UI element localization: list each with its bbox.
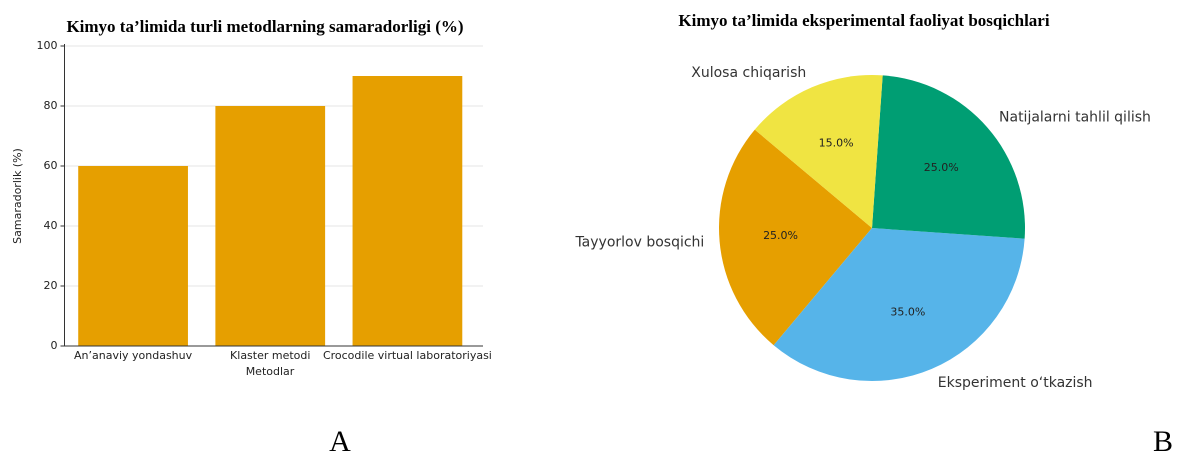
x-tick-label: Crocodile virtual laboratoriyasi <box>323 349 492 362</box>
pie-slice <box>754 75 883 229</box>
y-tick-label: 20 <box>44 279 58 292</box>
bar <box>78 166 188 346</box>
slice-label: Tayyorlov bosqichi <box>574 235 704 251</box>
chart-title: Kimyo ta’limida eksperimental faoliyat b… <box>678 11 1049 30</box>
slice-label: Natijalarni tahlil qilish <box>999 110 1151 126</box>
slice-value-label: 25.0% <box>763 229 798 242</box>
panel-label: B <box>1153 425 1173 457</box>
bar <box>215 106 326 346</box>
y-tick-label: 60 <box>44 159 58 172</box>
x-tick-label: Klaster metodi <box>230 349 310 362</box>
chart-title: Kimyo ta’limida turli metodlarning samar… <box>66 17 463 36</box>
pie-slice <box>773 228 1025 382</box>
bar <box>352 76 463 346</box>
y-tick-label: 80 <box>44 99 58 112</box>
slice-value-label: 25.0% <box>924 161 959 174</box>
y-axis-label: Samaradorlik (%) <box>11 148 24 244</box>
y-tick-label: 100 <box>37 39 58 52</box>
x-tick-label: An’anaviy yondashuv <box>74 349 193 362</box>
slice-label: Xulosa chiqarish <box>691 65 806 81</box>
panel-label: A <box>329 425 351 457</box>
slice-value-label: 35.0% <box>890 306 925 319</box>
pie-slice <box>872 75 1025 239</box>
y-tick-label: 0 <box>51 339 58 352</box>
slice-label: Eksperiment o‘tkazish <box>938 375 1093 391</box>
pie-slice <box>719 129 872 346</box>
slice-value-label: 15.0% <box>819 136 854 149</box>
x-axis-label: Metodlar <box>246 365 295 378</box>
y-tick-label: 40 <box>44 219 58 232</box>
